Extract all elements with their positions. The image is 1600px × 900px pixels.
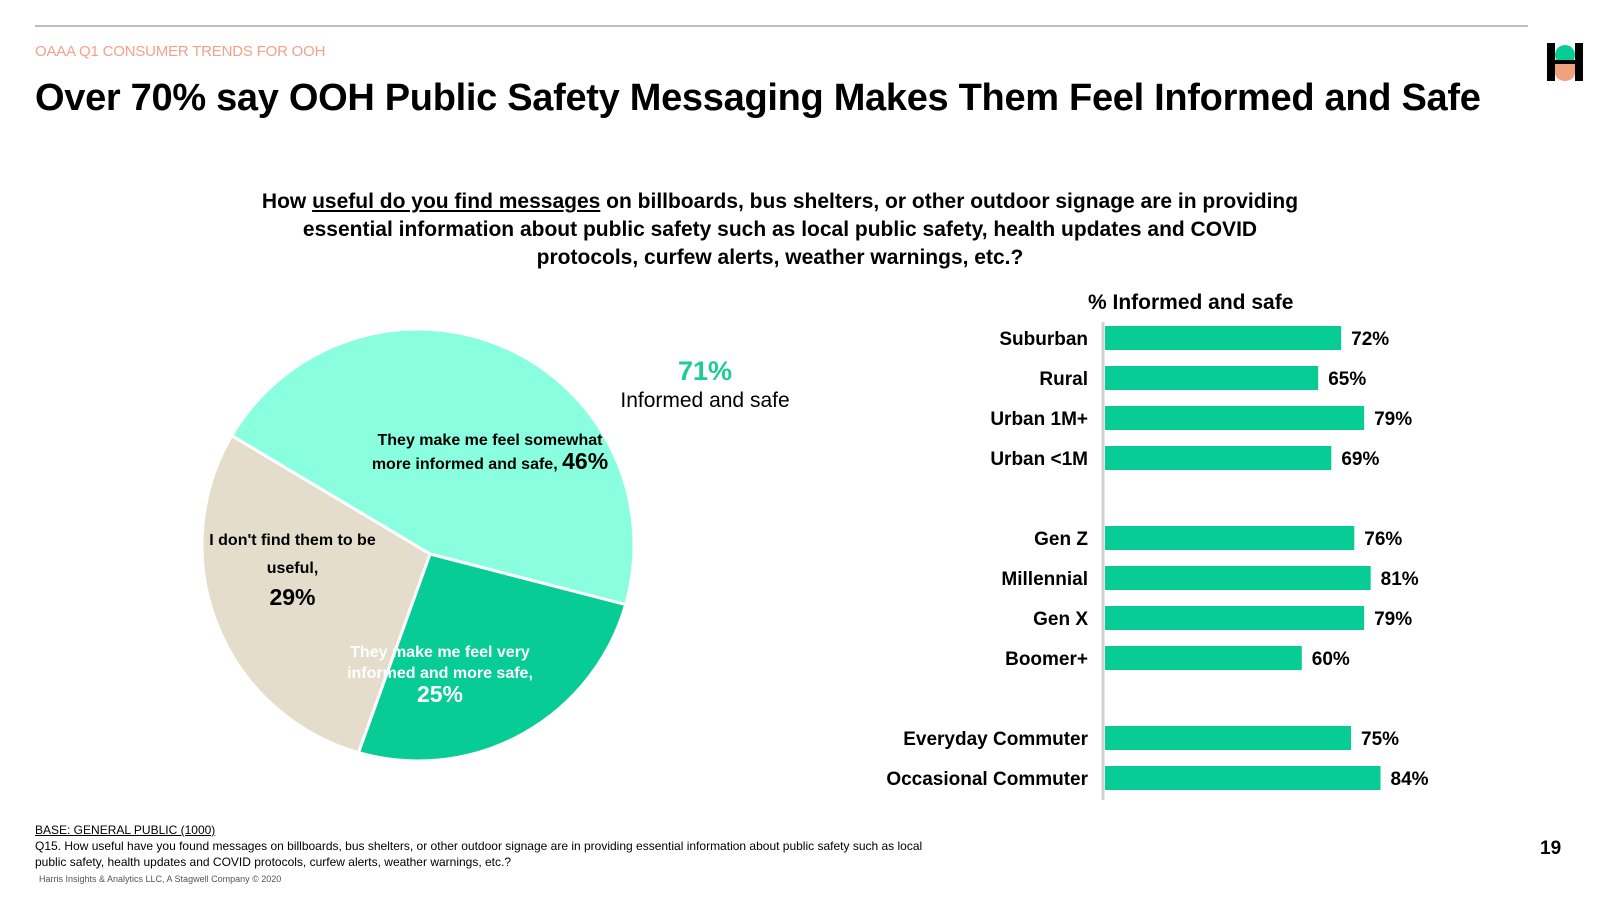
pie-label-not-useful-text: I don't find them to be useful, — [209, 532, 376, 577]
bar-value-boomer: 60% — [1312, 649, 1350, 670]
bar-value-gen-x: 79% — [1374, 609, 1412, 630]
pie-slice-somewhat — [229, 327, 636, 607]
bar-value-millennial: 81% — [1381, 569, 1419, 590]
callout-value: 71% — [677, 356, 733, 386]
bar-millennial — [1105, 566, 1371, 590]
pie-label-not-useful-pct: 29% — [269, 584, 316, 610]
question-suffix: on billboards, bus shelters, or other ou… — [302, 190, 1299, 269]
bar-value-everyday-commuter: 75% — [1361, 729, 1399, 750]
pie-slice-very — [356, 552, 628, 763]
bar-gen-z — [1105, 526, 1355, 550]
bar-category-suburban: Suburban — [999, 329, 1088, 350]
footnote: BASE: GENERAL PUBLIC (1000) Q15. How use… — [35, 822, 925, 870]
bar-gen-x — [1105, 606, 1365, 630]
page-number: 19 — [1540, 838, 1562, 859]
pie-label-not-useful: I don't find them to be useful, 29% — [205, 527, 380, 615]
bar-value-suburban: 72% — [1351, 329, 1389, 350]
pie-label-somewhat-text: They make me feel somewhat more informed… — [371, 432, 603, 473]
base-note: BASE: GENERAL PUBLIC (1000) — [35, 823, 216, 837]
bar-urban-1m — [1105, 406, 1365, 430]
bar-category-millennial: Millennial — [1001, 569, 1088, 590]
bar-value-urban-1m: 79% — [1374, 409, 1412, 430]
pie-label-somewhat-pct: 46% — [562, 448, 609, 474]
pie-chart — [200, 327, 636, 763]
bar-occasional-commuter — [1105, 766, 1381, 790]
question-underlined: useful do you find messages — [312, 190, 601, 213]
kicker-label: OAAA Q1 CONSUMER TRENDS FOR OOH — [35, 43, 326, 60]
bar-category-gen-z: Gen Z — [1034, 529, 1088, 550]
bar-value-urban-1m: 69% — [1341, 449, 1379, 470]
bar-everyday-commuter — [1105, 726, 1351, 750]
bar-category-occasional-commuter: Occasional Commuter — [886, 769, 1088, 790]
bar-chart-title: % Informed and safe — [1088, 291, 1293, 314]
bar-value-rural: 65% — [1328, 369, 1366, 390]
bar-category-urban-1m: Urban <1M — [990, 449, 1088, 470]
pie-label-very: They make me feel very informed and more… — [340, 642, 540, 708]
bar-category-urban-1m: Urban 1M+ — [990, 409, 1088, 430]
bar-value-gen-z: 76% — [1364, 529, 1402, 550]
question-prefix: How — [261, 190, 313, 213]
copyright: Harris Insights & Analytics LLC, A Stagw… — [39, 874, 282, 884]
bar-value-occasional-commuter: 84% — [1391, 769, 1429, 790]
question-note: Q15. How useful have you found messages … — [35, 839, 923, 869]
slide-title: Over 70% say OOH Public Safety Messaging… — [35, 77, 1481, 119]
bar-urban-1m — [1105, 446, 1332, 470]
pie-slice-not-useful — [200, 433, 432, 755]
bar-category-boomer: Boomer+ — [1005, 649, 1088, 670]
callout-label: Informed and safe — [620, 389, 790, 412]
bar-category-gen-x: Gen X — [1033, 609, 1088, 630]
pie-label-very-pct: 25% — [416, 681, 464, 707]
bar-suburban — [1105, 326, 1342, 350]
top-divider — [35, 25, 1528, 27]
informed-callout: 71% Informed and safe — [600, 355, 810, 415]
pie-label-somewhat: They make me feel somewhat more informed… — [370, 430, 610, 475]
bar-category-everyday-commuter: Everyday Commuter — [903, 729, 1088, 750]
survey-question: How useful do you find messages on billb… — [260, 188, 1300, 272]
bar-category-rural: Rural — [1039, 369, 1088, 390]
bar-rural — [1105, 366, 1319, 390]
harris-logo-icon — [1547, 43, 1583, 81]
bar-boomer — [1105, 646, 1302, 670]
pie-label-very-text: They make me feel very informed and more… — [347, 644, 533, 682]
